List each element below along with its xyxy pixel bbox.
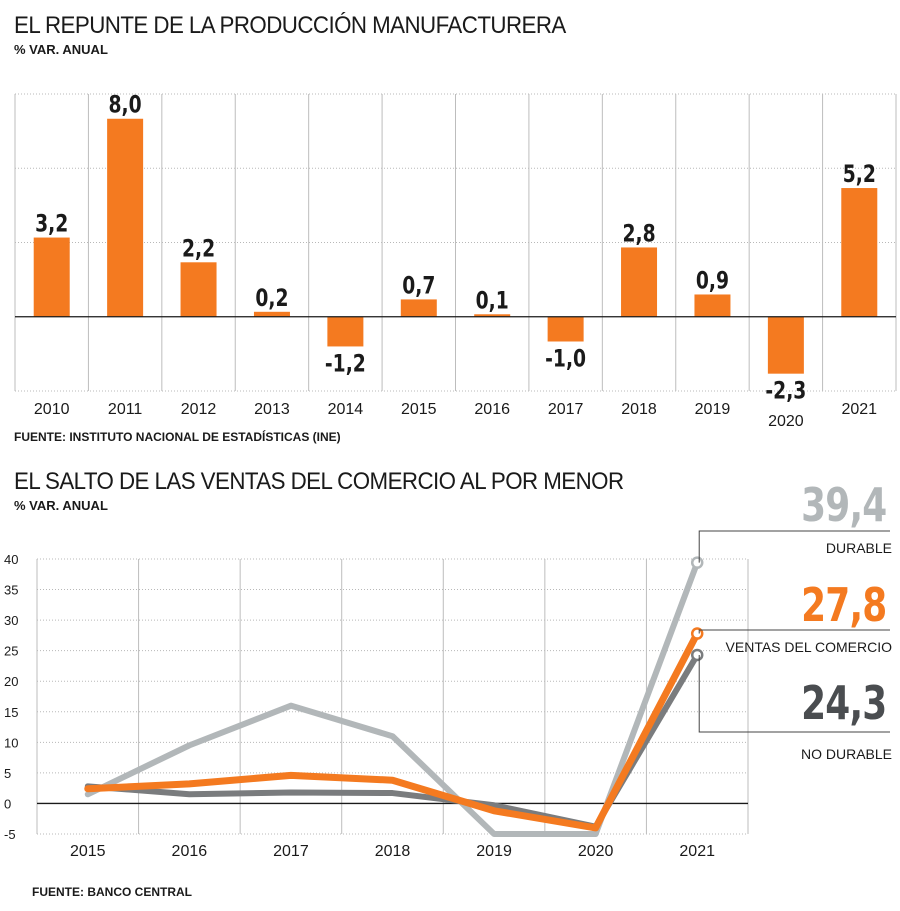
data-label: 5,2	[843, 161, 876, 189]
bar	[767, 316, 804, 374]
ventas-legend-label: VENTAS DEL COMERCIO	[725, 639, 892, 655]
no-durable-legend-label: NO DURABLE	[800, 746, 892, 762]
no-durable-connector	[698, 654, 890, 733]
durable-connector	[698, 530, 890, 563]
bar	[400, 299, 437, 317]
x-tick-label: 2020	[768, 413, 804, 430]
y-tick-label: 30	[4, 613, 18, 628]
y-tick-label: 5	[4, 766, 11, 781]
x-tick-label: 2018	[375, 843, 411, 860]
end-marker	[690, 648, 704, 662]
y-tick-label: 0	[4, 796, 11, 811]
chart2-title: EL SALTO DE LAS VENTAS DEL COMERCIO AL P…	[14, 468, 624, 495]
y-tick-label: 20	[4, 674, 18, 689]
data-label: -1,0	[545, 345, 586, 373]
x-tick-label: 2016	[474, 401, 510, 418]
data-label: -2,3	[765, 377, 806, 405]
chart2-source: FUENTE: BANCO CENTRAL	[32, 885, 192, 899]
data-label: 8,0	[109, 92, 142, 120]
data-label: 2,2	[182, 235, 215, 263]
durable-line	[84, 559, 701, 837]
y-tick-label: 40	[4, 552, 18, 567]
bar	[33, 237, 70, 317]
data-label: 3,2	[35, 210, 68, 238]
bar	[107, 118, 144, 317]
durable-legend-label: DURABLE	[825, 540, 892, 556]
data-label: -1,2	[325, 350, 366, 378]
ventas-line	[84, 630, 701, 832]
x-tick-label: 2020	[578, 843, 614, 860]
x-tick-label: 2018	[621, 401, 657, 418]
data-label: 0,1	[476, 287, 509, 315]
chart1-title: EL REPUNTE DE LA PRODUCCIÓN MANUFACTURER…	[14, 12, 566, 39]
x-tick-label: 2019	[695, 401, 731, 418]
x-tick-label: 2010	[34, 401, 70, 418]
y-tick-label: 15	[4, 705, 18, 720]
data-label: 0,2	[255, 285, 288, 313]
bar	[841, 188, 878, 317]
ventas-connector	[698, 629, 890, 634]
chart2-subtitle: % VAR. ANUAL	[14, 498, 108, 513]
x-tick-label: 2019	[476, 843, 512, 860]
durable-end-value: 39,4	[800, 478, 887, 532]
ventas-end-value: 27,8	[800, 578, 887, 632]
data-label: 0,7	[402, 272, 435, 300]
x-tick-label: 2015	[401, 401, 437, 418]
x-tick-label: 2016	[172, 843, 208, 860]
chart1-source: FUENTE: INSTITUTO NACIONAL DE ESTADÍSTIC…	[14, 430, 341, 444]
data-label: 2,8	[622, 220, 655, 248]
y-tick-label: -5	[4, 827, 16, 842]
x-tick-label: 2017	[273, 843, 309, 860]
x-tick-label: 2017	[548, 401, 584, 418]
x-tick-label: 2014	[328, 401, 364, 418]
x-tick-label: 2013	[254, 401, 290, 418]
bar	[547, 316, 584, 342]
bar	[253, 311, 290, 317]
x-tick-label: 2021	[841, 401, 877, 418]
end-marker	[690, 556, 704, 569]
data-label: 0,9	[696, 267, 729, 295]
x-tick-label: 2012	[181, 401, 217, 418]
x-tick-label: 2021	[679, 843, 715, 860]
bar	[180, 262, 217, 317]
bar-chart: 3,2 2010 8,0 2011 2,2 2012 0,2 2013 -1,2 2014 0,7 2…	[14, 92, 897, 430]
bar	[621, 247, 658, 317]
x-tick-label: 2011	[108, 401, 143, 418]
bar	[327, 316, 364, 347]
y-tick-label: 25	[4, 644, 18, 659]
x-tick-label: 2015	[70, 843, 106, 860]
y-tick-label: 35	[4, 583, 18, 598]
no-durable-end-value: 24,3	[800, 676, 887, 730]
bar	[474, 314, 511, 317]
bar	[694, 294, 731, 317]
line-chart: -5 0 5 10 15 20 25 30 35 40 2015 2016 2017 2018 2019 20…	[4, 530, 890, 860]
chart1-subtitle: % VAR. ANUAL	[14, 42, 108, 57]
y-tick-label: 10	[4, 735, 18, 750]
